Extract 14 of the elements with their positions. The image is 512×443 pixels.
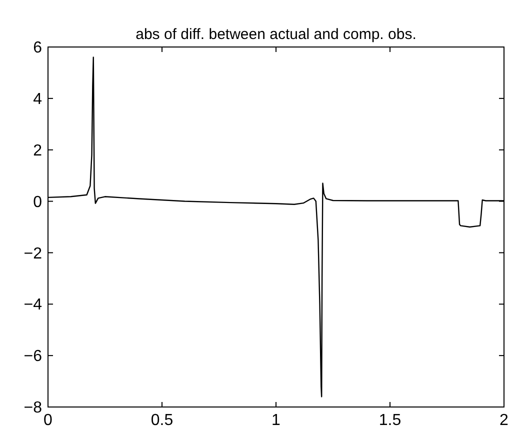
y-tick-label: 0 bbox=[33, 194, 42, 211]
x-tick-label: 2 bbox=[500, 412, 509, 429]
x-tick-label: 1 bbox=[272, 412, 281, 429]
y-tick-label: 2 bbox=[33, 142, 42, 160]
y-tick-label: 4 bbox=[33, 91, 42, 108]
y-tick-label: −4 bbox=[24, 296, 42, 314]
x-tick-label: 1.5 bbox=[378, 412, 402, 429]
y-tick-label: −6 bbox=[24, 348, 42, 366]
chart-title: abs of diff. between actual and comp. obs. bbox=[136, 26, 416, 43]
y-tick-label: −8 bbox=[24, 400, 42, 417]
x-tick-label: 0.5 bbox=[150, 412, 174, 429]
y-tick-label: −2 bbox=[24, 245, 42, 262]
x-tick-label: 0 bbox=[44, 412, 53, 429]
y-tick-label: 6 bbox=[33, 40, 42, 57]
